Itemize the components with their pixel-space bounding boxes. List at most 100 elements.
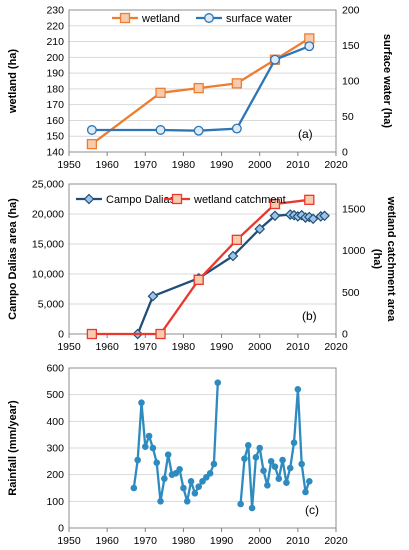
data-point: [155, 125, 166, 135]
y-left-tick-label: 210: [46, 36, 64, 48]
legend-label: wetland: [141, 13, 180, 25]
legend-label: wetland catchment: [193, 194, 286, 206]
x-tick-label: 2000: [248, 535, 272, 547]
data-point: [157, 498, 164, 505]
data-point: [141, 443, 149, 450]
y-left-tick-label: 140: [46, 147, 64, 159]
y-left-tick-label: 10,000: [32, 269, 64, 281]
legend-marker: [171, 193, 183, 205]
data-point: [161, 475, 168, 482]
series-line: [91, 45, 310, 132]
x-tick-label: 1980: [172, 535, 196, 547]
y-right-tick-label: 100: [342, 76, 360, 88]
data-point: [155, 87, 166, 98]
data-point: [286, 464, 294, 472]
data-point: [180, 484, 187, 492]
chart-panel-1: 140 150 160 170 180 190 200 210 220 230 0 50 100 150 2…: [7, 5, 393, 172]
data-point: [290, 439, 298, 446]
x-tick-label: 1980: [172, 159, 196, 171]
data-point: [199, 478, 206, 485]
data-point: [134, 456, 141, 464]
data-point: [86, 138, 98, 150]
x-tick-label: 2020: [324, 341, 348, 353]
data-point: [252, 454, 260, 461]
y-right-tick-label: 500: [342, 287, 360, 299]
y-right-tick-label: 150: [342, 40, 360, 52]
data-point: [149, 444, 157, 452]
plot-frame: [68, 367, 337, 529]
x-tick-label: 1990: [210, 159, 234, 171]
data-point: [193, 82, 204, 94]
y-right-tick-label: 1000: [342, 245, 366, 257]
panel-label: (b): [302, 309, 317, 323]
data-point: [248, 504, 256, 512]
data-point: [231, 123, 242, 134]
chart-panel-2: 0 5,000 10,000 15,000 20,000 25,000 0 500 1000 15…: [7, 179, 397, 354]
data-point: [227, 250, 239, 262]
data-point: [191, 490, 199, 497]
x-tick-label: 1950: [57, 341, 81, 353]
y-left-tick-label: 500: [46, 389, 64, 401]
data-point: [187, 478, 195, 485]
data-point: [254, 223, 266, 235]
x-tick-label: 1960: [95, 535, 119, 547]
y-right-tick-label: 50: [342, 111, 354, 123]
data-point: [267, 458, 275, 465]
x-tick-label: 1950: [57, 159, 81, 171]
series-line: [132, 382, 219, 503]
y-left-tick-label: 190: [46, 68, 64, 80]
x-tick-label: 2000: [248, 341, 272, 353]
y-left-tick-label: 5,000: [38, 299, 64, 311]
data-point: [145, 432, 153, 440]
legend-marker: [119, 12, 131, 24]
panel-label: (c): [305, 503, 319, 517]
data-point: [164, 451, 172, 458]
data-point: [241, 455, 248, 462]
x-tick-label: 1960: [95, 341, 119, 353]
y-left-tick-label: 600: [46, 363, 64, 375]
data-point: [147, 290, 159, 302]
data-point: [155, 328, 166, 340]
series-wetland-catchment: [86, 194, 315, 340]
x-tick-label: 1960: [95, 159, 119, 171]
x-tick-label: 1990: [210, 535, 234, 547]
data-point: [271, 463, 279, 470]
legend-label: Campo Dalias: [106, 194, 176, 206]
legend-marker: [83, 193, 95, 205]
data-point: [294, 386, 302, 393]
y-left-tick-label: 300: [46, 443, 64, 455]
data-point: [138, 399, 145, 406]
y-left-tick-label: 400: [46, 416, 64, 428]
y-left-tick-label: 0: [58, 523, 64, 535]
data-point: [176, 466, 183, 473]
legend-label: surface water: [226, 13, 292, 25]
data-point: [270, 54, 280, 65]
data-point: [306, 478, 313, 485]
y-right-tick-label: 0: [342, 147, 348, 159]
x-tick-label: 1980: [172, 341, 196, 353]
data-point: [283, 479, 290, 486]
data-point: [260, 467, 267, 474]
data-point: [275, 475, 283, 482]
data-point: [304, 41, 315, 52]
x-tick-label: 1950: [57, 535, 81, 547]
data-point: [86, 328, 98, 340]
data-point: [304, 194, 315, 205]
data-point: [256, 444, 264, 452]
x-tick-label: 1970: [134, 159, 158, 171]
x-tick-label: 2010: [286, 159, 310, 171]
data-point: [193, 274, 204, 285]
x-tick-label: 2000: [248, 159, 272, 171]
data-point: [193, 125, 204, 136]
data-point: [307, 213, 319, 225]
series-rainfall: [130, 379, 313, 512]
y-left-tick-label: 200: [46, 469, 64, 481]
x-tick-label: 2010: [286, 535, 310, 547]
y-left-tick-label: 180: [46, 83, 64, 95]
data-point: [172, 470, 180, 477]
data-point: [279, 456, 286, 464]
legend-marker: [204, 13, 214, 23]
plot-frame: [68, 9, 337, 153]
data-point: [183, 498, 191, 505]
